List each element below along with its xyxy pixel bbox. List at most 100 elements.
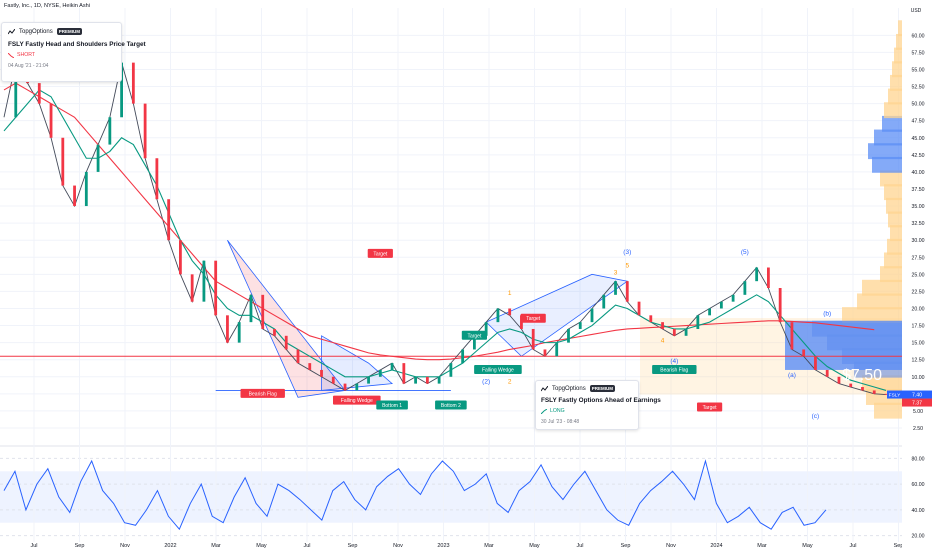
candle-body <box>37 83 41 104</box>
time-tick-label: May <box>529 543 540 549</box>
candle-body <box>155 158 159 200</box>
candle-body <box>449 363 453 377</box>
symbol-badge: FSLY <box>889 393 901 399</box>
volume-profile-bar <box>888 211 902 228</box>
rsi-tick-label: 80.00 <box>912 456 925 462</box>
time-tick-label: Nov <box>666 543 676 549</box>
wave-label: (3) <box>623 249 631 256</box>
candle-body <box>837 376 841 384</box>
candle-body <box>108 117 112 145</box>
pattern-badge: Bearish Flag <box>652 364 697 374</box>
candle-body <box>226 315 229 343</box>
card-date: 30 Jul '23 - 08:48 <box>541 419 580 425</box>
card-title: FSLY Fastly Options Ahead of Earnings <box>541 397 661 404</box>
price-tick-label: 35.00 <box>912 204 925 210</box>
pattern-badge: Target <box>461 330 487 340</box>
candle-body <box>237 322 241 343</box>
pattern-badge-label: Bearish Flag <box>249 391 277 397</box>
pattern-badge-bg <box>697 402 723 412</box>
time-tick-label: May <box>802 543 813 549</box>
rsi-tick-label: 60.00 <box>912 482 925 488</box>
rsi-line <box>3 459 827 531</box>
candle-body <box>202 260 206 302</box>
candle-body <box>308 363 312 370</box>
pattern-badge-label: Target <box>703 405 718 411</box>
idea-card-long[interactable]: TopgOptions PREMIUM FSLY Fastly Options … <box>535 380 661 430</box>
candle-body <box>755 267 759 282</box>
premium-badge: PREMIUM <box>56 28 82 35</box>
time-tick-label: Sep <box>348 543 358 549</box>
card-brand: TopgOptions PREMIUM <box>541 385 633 392</box>
candle-body <box>73 185 76 207</box>
volume-profile-bar <box>896 33 902 50</box>
last-price-bg <box>902 390 932 399</box>
candle-body <box>143 103 147 159</box>
time-tick-label: Jul <box>576 543 583 549</box>
pattern-badge-label: Bearish Flag <box>660 367 688 373</box>
rsi-tick-label: 20.00 <box>912 534 925 540</box>
candle-body <box>179 240 182 275</box>
time-tick-label: Jul <box>30 543 37 549</box>
direction-label: LONG <box>541 408 633 414</box>
price-tick-label: 2.50 <box>913 426 923 432</box>
ema-fast-line <box>3 89 887 391</box>
candle-body <box>84 171 88 207</box>
wave-label: (5) <box>741 249 749 256</box>
wave-label: 2 <box>508 379 512 386</box>
candle-body <box>614 281 617 295</box>
candle-body <box>496 308 500 323</box>
candle-body <box>731 294 735 302</box>
rsi-band <box>0 471 902 523</box>
candle-body <box>96 144 100 172</box>
pattern-badge-label: Falling Wedge <box>341 398 373 404</box>
pattern-badge: Falling Wedge <box>474 364 522 374</box>
volume-profile-bar <box>880 266 902 283</box>
volume-profile-bar <box>884 184 902 201</box>
candle-body <box>473 335 476 350</box>
candle-body <box>331 376 335 384</box>
price-tick-label: 22.50 <box>912 289 925 295</box>
price-tick-label: 52.50 <box>912 85 925 91</box>
price-tick-label: 55.00 <box>912 67 925 73</box>
candle-body <box>543 349 547 357</box>
price-tick-label: 42.50 <box>912 153 925 159</box>
symbol-header: Fastly, Inc., 1D, NYSE, Heikin Ashi <box>4 3 91 9</box>
price-tick-label: 10.00 <box>912 375 925 381</box>
card-title: FSLY Fastly Head and Shoulders Price Tar… <box>8 41 146 48</box>
price-tick-label: 17.50 <box>912 324 925 330</box>
candle-body <box>637 301 641 316</box>
last-price-label: 7.40 <box>912 393 922 399</box>
candle-body <box>120 62 123 118</box>
logo-icon <box>8 28 15 34</box>
candle-body <box>414 376 417 384</box>
candle-body <box>708 308 711 316</box>
candle-body <box>214 260 218 316</box>
time-tick-label: Nov <box>393 543 403 549</box>
pattern-badge-bg <box>520 313 546 323</box>
pattern-badge: Bottom 2 <box>435 400 467 410</box>
time-tick-label: Mar <box>484 543 494 549</box>
price-tick-label: 15.00 <box>912 341 925 347</box>
pattern-badge: Target <box>520 313 546 323</box>
price-tick-label: 12.50 <box>912 358 925 364</box>
candle-body <box>343 383 347 391</box>
premium-badge: PREMIUM <box>589 385 615 392</box>
candle-body <box>249 294 253 323</box>
idea-card-short[interactable]: TopgOptions PREMIUM FSLY Fastly Head and… <box>1 22 146 82</box>
pattern-badge-bg <box>652 364 697 374</box>
wave-label: (2) <box>482 379 490 386</box>
candle-body <box>461 349 465 364</box>
candle-body <box>296 349 300 364</box>
price-tick-label: 27.50 <box>912 255 925 261</box>
volume-profile-bar <box>892 61 902 78</box>
candle-body <box>567 328 570 343</box>
candle-body <box>684 328 688 336</box>
value-area-high <box>785 320 902 370</box>
ema-slow-line <box>3 82 875 361</box>
pattern-badge-bg <box>367 248 393 258</box>
volume-profile-bar <box>857 293 902 310</box>
brand-name: TopgOptions <box>552 385 586 392</box>
volume-profile-bar <box>868 143 902 160</box>
time-tick-label: Jul <box>849 543 856 549</box>
